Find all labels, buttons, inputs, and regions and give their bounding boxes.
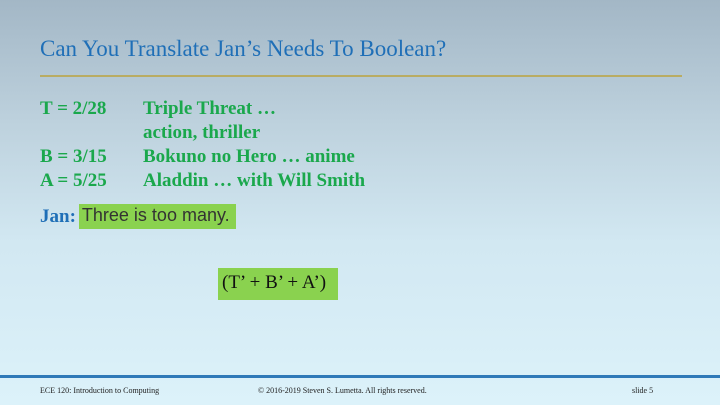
title-divider — [40, 75, 682, 77]
definition-text: Triple Threat … — [143, 98, 276, 119]
speaker-label: Jan: — [40, 205, 76, 227]
definition-label: T = 2/28 — [40, 98, 107, 119]
footer-slide-number: slide 5 — [632, 386, 654, 395]
definition-label — [40, 121, 143, 145]
jan-quote: Three is too many. — [78, 204, 236, 229]
definition-text: Aladdin … with Will Smith — [143, 170, 366, 191]
definition-text: action, thriller — [143, 122, 261, 143]
definition-row-t: T = 2/28 Triple Threat … — [40, 97, 365, 121]
definition-label: B = 3/15 — [40, 146, 107, 167]
jan-statement: Jan: Three is too many. — [40, 204, 236, 229]
definition-label: A = 5/25 — [40, 170, 107, 191]
footer-course: ECE 120: Introduction to Computing — [40, 386, 160, 395]
definition-row-t-continued: action, thriller — [40, 121, 365, 145]
definition-row-b: B = 3/15 Bokuno no Hero … anime — [40, 145, 365, 169]
definition-text: Bokuno no Hero … anime — [143, 146, 355, 167]
slide-title: Can You Translate Jan’s Needs To Boolean… — [40, 36, 447, 61]
definition-row-a: A = 5/25 Aladdin … with Will Smith — [40, 169, 365, 193]
definitions-list: T = 2/28 Triple Threat … action, thrille… — [40, 97, 365, 193]
footer-copyright: © 2016-2019 Steven S. Lumetta. All right… — [258, 386, 427, 395]
boolean-expression: (T’ + B’ + A’) — [218, 268, 339, 300]
footer-divider — [0, 375, 720, 378]
